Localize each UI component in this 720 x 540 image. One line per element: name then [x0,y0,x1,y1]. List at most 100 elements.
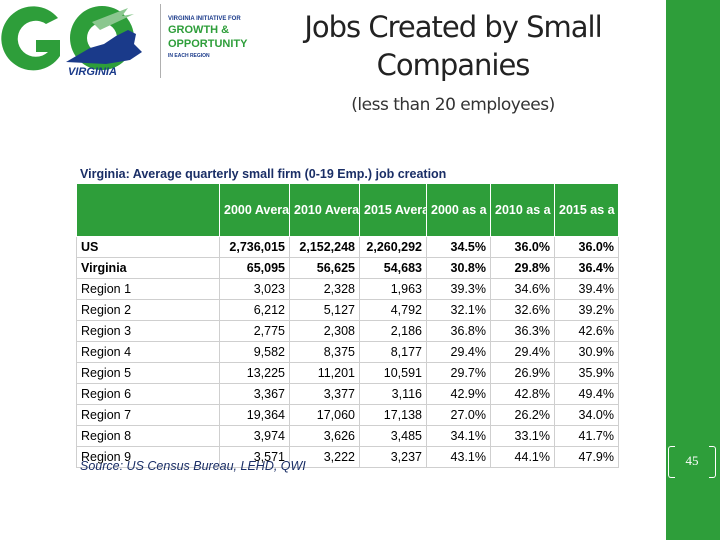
table-cell: 42.9% [426,383,491,405]
table-cell: 4,792 [359,299,427,321]
table-cell: 39.4% [554,278,619,300]
table-cell: 34.1% [426,425,491,447]
table-cell: 32.1% [426,299,491,321]
job-creation-table-image: Virginia: Average quarterly small firm (… [76,166,619,477]
table-cell: 26.2% [490,404,555,426]
table-row: Region 6 3,367 3,377 3,116 42.9% 42.8% 49.4% [76,383,619,405]
go-virginia-logo: VIRGINIA VIRGINIA INITIATIVE FOR GROWTH … [0,0,270,82]
table-cell: 3,377 [289,383,360,405]
table-cell: 47.9% [554,446,619,468]
table-cell: 36.8% [426,320,491,342]
table-cell: 65,095 [219,257,290,279]
header-cell: 2010 as a % of Total [490,183,555,237]
row-label: Region 9 [76,446,220,468]
table-cell: 2,260,292 [359,236,427,258]
page-bracket-left [668,446,675,478]
row-label: Region 5 [76,362,220,384]
table-cell: 8,177 [359,341,427,363]
header-cell [76,183,220,237]
table-cell: 39.2% [554,299,619,321]
table-cell: 26.9% [490,362,555,384]
table-cell: 29.8% [490,257,555,279]
table-cell: 17,060 [289,404,360,426]
logo-divider [160,4,161,78]
page-number: 45 [685,453,699,468]
table-row: US 2,736,015 2,152,248 2,260,292 34.5% 36.0% 3… [76,236,619,258]
slide-subtitle: (less than 20 employees) [351,95,555,115]
table-cell: 2,328 [289,278,360,300]
table-cell: 2,775 [219,320,290,342]
table-cell: 13,225 [219,362,290,384]
row-label: Region 4 [76,341,220,363]
table-cell: 36.0% [490,236,555,258]
header-cell: 2000 Average [219,183,290,237]
table-cell: 44.1% [490,446,555,468]
table-row: Region 7 19,364 17,060 17,138 27.0% 26.2% 34.0… [76,404,619,426]
table-cell: 8,375 [289,341,360,363]
table-cell: 3,367 [219,383,290,405]
table-cell: 2,186 [359,320,427,342]
table-cell: 54,683 [359,257,427,279]
table-cell: 2,152,248 [289,236,360,258]
table-cell: 3,023 [219,278,290,300]
row-label: Virginia [76,257,220,279]
logo-opportunity: OPPORTUNITY [168,38,248,50]
table-cell: 33.1% [490,425,555,447]
table-cell: 29.4% [490,341,555,363]
table-cell: 3,974 [219,425,290,447]
row-label: Region 8 [76,425,220,447]
table-cell: 6,212 [219,299,290,321]
table-cell: 2,736,015 [219,236,290,258]
logo-initiative: VIRGINIA INITIATIVE FOR [168,16,241,22]
table-row: Region 2 6,212 5,127 4,792 32.1% 32.6% 39.2% [76,299,619,321]
table-row: Region 8 3,974 3,626 3,485 34.1% 33.1% 41.7% [76,425,619,447]
header-cell: 2015 as a % of Total [554,183,619,237]
table-cell: 11,201 [289,362,360,384]
table-cell: 3,237 [359,446,427,468]
table-row: Region 3 2,775 2,308 2,186 36.8% 36.3% 42.6% [76,320,619,342]
table-cell: 36.4% [554,257,619,279]
table-source: Source: US Census Bureau, LEHD, QWI [80,459,306,473]
header-cell: 2015 Average [359,183,427,237]
table-cell: 35.9% [554,362,619,384]
table-cell: 5,127 [289,299,360,321]
job-creation-table: 2000 Average 2010 Average 2015 Average 2… [76,183,619,468]
table-cell: 27.0% [426,404,491,426]
table-cell: 36.3% [490,320,555,342]
table-cell: 29.4% [426,341,491,363]
logo-growth: GROWTH & [168,24,230,36]
row-label: Region 2 [76,299,220,321]
table-cell: 34.5% [426,236,491,258]
table-row: Virginia 65,095 56,625 54,683 30.8% 29.8% 36.4… [76,257,619,279]
table-cell: 43.1% [426,446,491,468]
table-cell: 42.6% [554,320,619,342]
table-cell: 10,591 [359,362,427,384]
table-cell: 3,485 [359,425,427,447]
table-cell: 34.6% [490,278,555,300]
table-cell: 3,626 [289,425,360,447]
table-row: Region 1 3,023 2,328 1,963 39.3% 34.6% 39.4% [76,278,619,300]
table-cell: 34.0% [554,404,619,426]
table-cell: 19,364 [219,404,290,426]
table-cell: 3,222 [289,446,360,468]
table-cell: 39.3% [426,278,491,300]
go-logo-mark [1,6,142,71]
right-accent-bar [666,0,720,540]
table-cell: 30.8% [426,257,491,279]
table-cell: 42.8% [490,383,555,405]
table-cell: 17,138 [359,404,427,426]
page-bracket-right [709,446,716,478]
table-row: Region 9 3,571 3,222 3,237 43.1% 44.1% 47.9% [76,446,619,468]
table-caption: Virginia: Average quarterly small firm (… [80,167,447,181]
header-cell: 2000 as a % of Total [426,183,491,237]
table-header-row: 2000 Average 2010 Average 2015 Average 2… [76,183,619,237]
table-cell: 1,963 [359,278,427,300]
row-label: Region 3 [76,320,220,342]
table-cell: 41.7% [554,425,619,447]
row-label: US [76,236,220,258]
table-cell: 29.7% [426,362,491,384]
row-label: Region 6 [76,383,220,405]
table-row: Region 5 13,225 11,201 10,591 29.7% 26.9% 35.9… [76,362,619,384]
table-cell: 9,582 [219,341,290,363]
table-cell: 3,116 [359,383,427,405]
